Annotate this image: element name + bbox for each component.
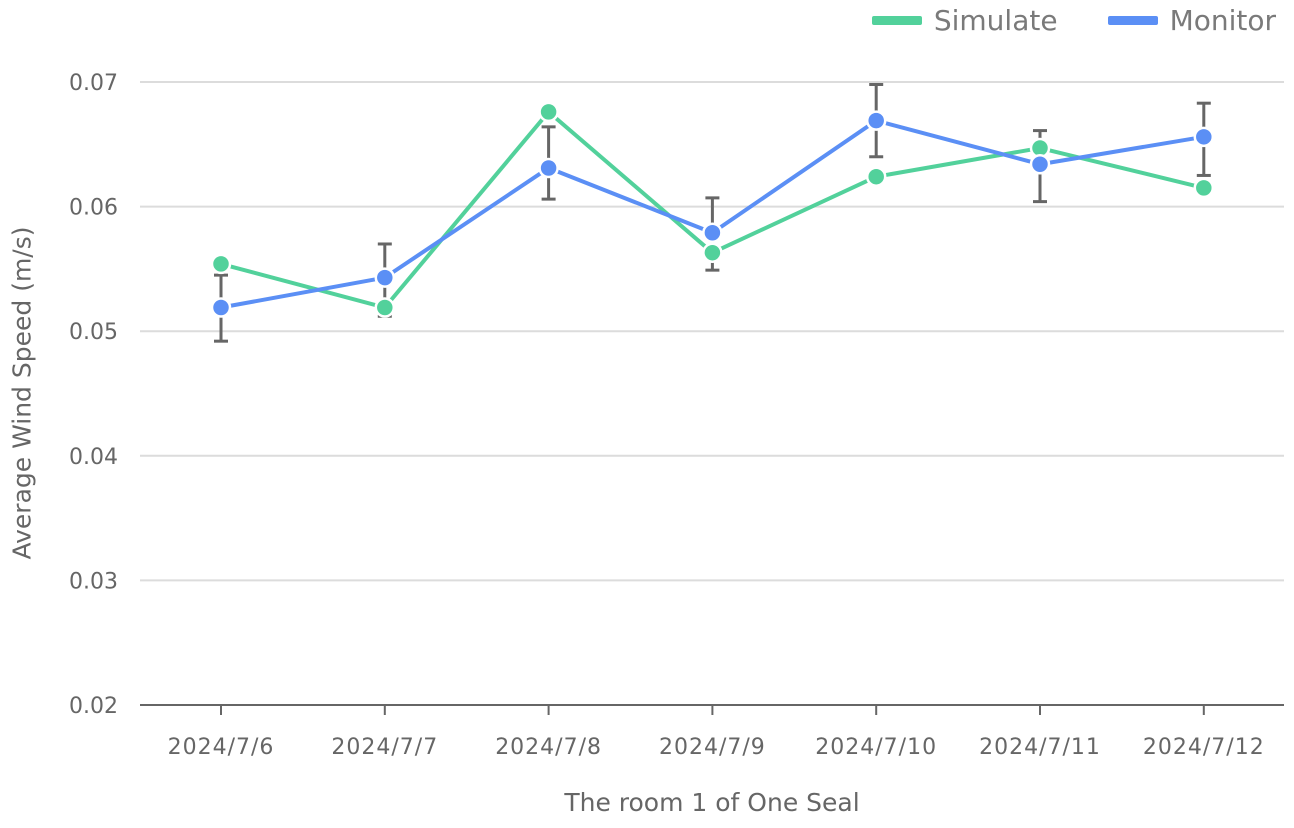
x-tick-label: 2024/7/12 xyxy=(1143,735,1265,760)
monitor-point xyxy=(865,110,887,131)
x-axis-label: The room 1 of One Seal xyxy=(564,788,860,817)
simulate-point xyxy=(702,242,723,263)
simulate-point xyxy=(210,253,232,275)
y-axis-label: Average Wind Speed (m/s) xyxy=(7,226,37,560)
y-tick-label: 0.04 xyxy=(69,445,118,470)
legend-item-simulate[interactable]: Simulate xyxy=(871,4,1058,37)
y-tick-label: 0.02 xyxy=(69,694,118,719)
simulate-swatch xyxy=(871,16,922,25)
monitor-point xyxy=(702,222,723,244)
monitor-swatch xyxy=(1107,16,1158,25)
simulate-point xyxy=(865,166,887,187)
legend-item-monitor[interactable]: Monitor xyxy=(1107,4,1276,37)
monitor-point xyxy=(374,267,396,288)
tick-labels: 0.02 0.03 0.04 0.05 0.06 0.07 2024/7/6 2024/7/7… xyxy=(69,71,1265,760)
simulate-point xyxy=(374,297,396,318)
x-tick-label: 2024/7/9 xyxy=(659,735,766,760)
y-tick-label: 0.03 xyxy=(69,569,118,594)
monitor-point xyxy=(1193,126,1215,148)
x-tick-label: 2024/7/7 xyxy=(331,735,438,760)
axes xyxy=(140,704,1284,715)
series-points xyxy=(210,101,1215,318)
x-tick-label: 2024/7/6 xyxy=(168,735,275,760)
y-tick-label: 0.07 xyxy=(69,71,118,96)
x-tick-label: 2024/7/10 xyxy=(815,735,937,760)
simulate-point xyxy=(538,101,559,123)
legend-label-monitor: Monitor xyxy=(1169,4,1276,37)
y-tick-label: 0.05 xyxy=(69,320,118,345)
monitor-point xyxy=(1029,153,1051,175)
simulate-point xyxy=(1193,177,1215,199)
monitor-point xyxy=(210,297,232,318)
x-tick-label: 2024/7/11 xyxy=(979,735,1101,760)
monitor-point xyxy=(538,157,559,179)
legend-label-simulate: Simulate xyxy=(933,4,1058,37)
gridlines xyxy=(140,81,1284,582)
y-tick-label: 0.06 xyxy=(69,196,118,221)
legend: Simulate Monitor xyxy=(871,4,1276,37)
x-tick-label: 2024/7/8 xyxy=(495,735,602,760)
